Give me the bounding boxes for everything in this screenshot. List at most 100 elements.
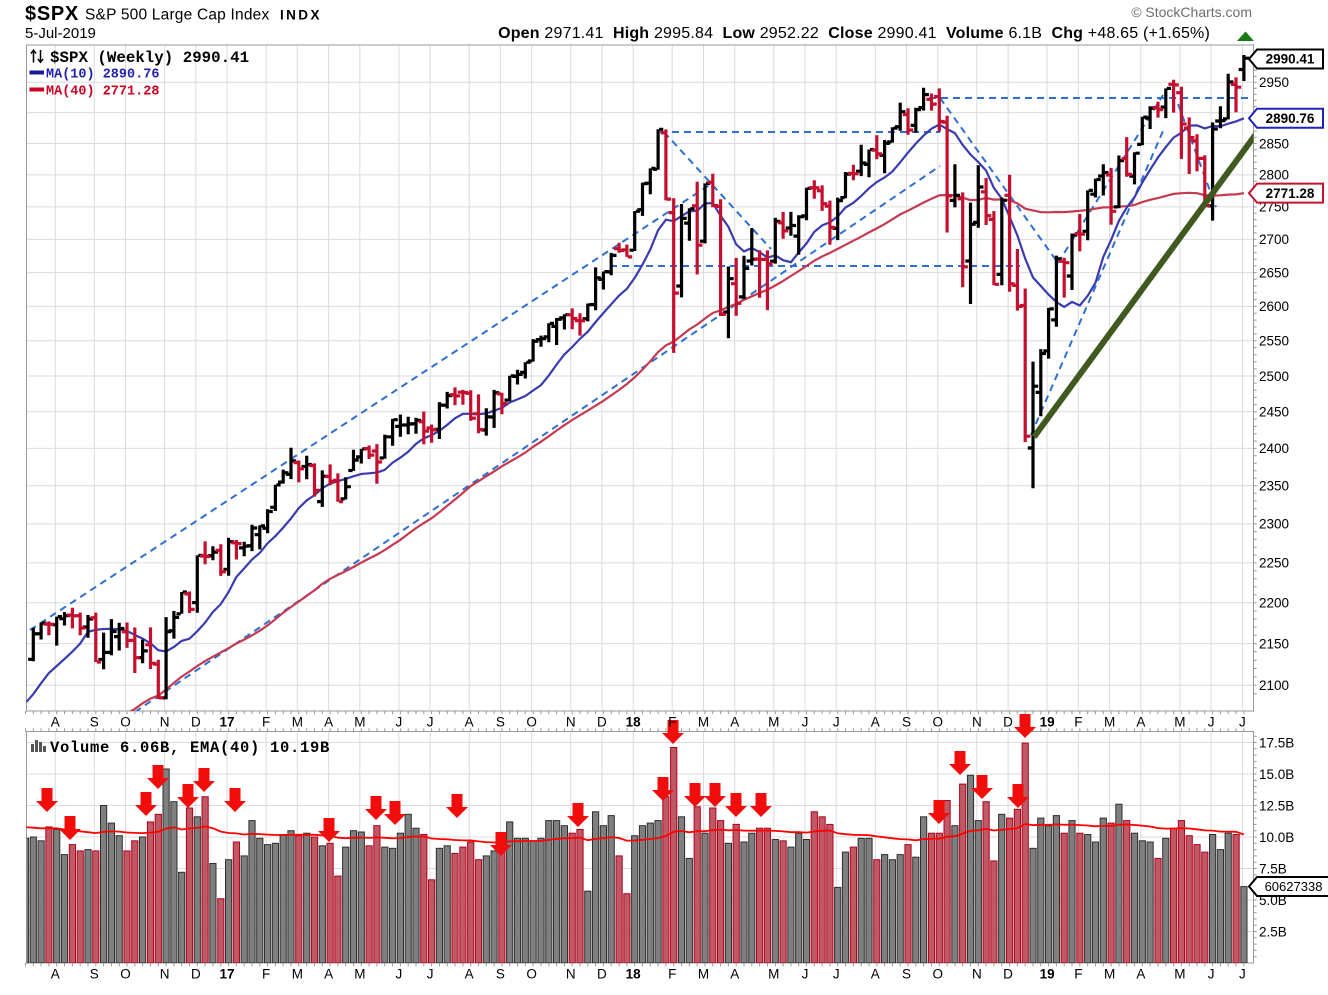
svg-text:A: A: [51, 967, 60, 982]
svg-text:2100: 2100: [1259, 678, 1289, 693]
svg-text:2800: 2800: [1259, 168, 1289, 183]
svg-text:$SPX (Weekly) 2990.41: $SPX (Weekly) 2990.41: [50, 49, 249, 67]
svg-text:A: A: [51, 715, 60, 730]
svg-text:17: 17: [220, 715, 235, 730]
svg-text:M: M: [698, 967, 709, 982]
svg-text:N: N: [566, 715, 576, 730]
svg-text:2200: 2200: [1259, 596, 1289, 611]
svg-text:O: O: [120, 967, 131, 982]
svg-text:D: D: [597, 967, 607, 982]
svg-text:J: J: [833, 715, 840, 730]
svg-text:2150: 2150: [1259, 636, 1289, 651]
svg-text:M: M: [1174, 967, 1185, 982]
svg-text:17: 17: [220, 967, 235, 982]
svg-text:Volume 6.06B, EMA(40) 10.19B: Volume 6.06B, EMA(40) 10.19B: [50, 739, 330, 757]
svg-text:J: J: [802, 715, 809, 730]
svg-text:2950: 2950: [1259, 75, 1289, 90]
svg-text:J: J: [1208, 967, 1215, 982]
svg-text:S: S: [496, 715, 505, 730]
svg-text:N: N: [160, 715, 170, 730]
svg-text:19: 19: [1040, 967, 1055, 982]
svg-text:2600: 2600: [1259, 299, 1289, 314]
svg-text:2700: 2700: [1259, 232, 1289, 247]
svg-text:F: F: [668, 967, 676, 982]
svg-text:M: M: [768, 715, 779, 730]
svg-text:J: J: [1208, 715, 1215, 730]
svg-text:S: S: [902, 967, 911, 982]
svg-text:D: D: [597, 715, 607, 730]
svg-text:S: S: [496, 967, 505, 982]
svg-text:J: J: [427, 715, 434, 730]
svg-text:2771.28: 2771.28: [1266, 186, 1315, 201]
svg-text:J: J: [396, 715, 403, 730]
svg-text:J: J: [833, 967, 840, 982]
svg-text:A: A: [730, 715, 739, 730]
svg-text:M: M: [1104, 715, 1115, 730]
svg-text:A: A: [871, 967, 880, 982]
svg-text:$SPX: $SPX: [25, 3, 79, 25]
svg-text:2500: 2500: [1259, 369, 1289, 384]
svg-text:2400: 2400: [1259, 441, 1289, 456]
svg-text:J: J: [802, 967, 809, 982]
svg-text:M: M: [292, 715, 303, 730]
svg-text:5-Jul-2019: 5-Jul-2019: [25, 25, 96, 42]
svg-text:17.5B: 17.5B: [1259, 735, 1294, 750]
svg-text:2250: 2250: [1259, 556, 1289, 571]
svg-text:A: A: [465, 967, 474, 982]
svg-text:M: M: [768, 967, 779, 982]
svg-text:2650: 2650: [1259, 265, 1289, 280]
svg-text:M: M: [1104, 967, 1115, 982]
svg-text:2850: 2850: [1259, 136, 1289, 151]
svg-text:© StockCharts.com: © StockCharts.com: [1131, 4, 1252, 20]
svg-text:M: M: [698, 715, 709, 730]
svg-text:2450: 2450: [1259, 405, 1289, 420]
svg-text:J: J: [1239, 715, 1246, 730]
svg-text:M: M: [354, 967, 365, 982]
svg-text:N: N: [160, 967, 170, 982]
svg-text:A: A: [465, 715, 474, 730]
svg-text:2.5B: 2.5B: [1259, 924, 1287, 939]
svg-text:A: A: [871, 715, 880, 730]
svg-text:D: D: [1003, 967, 1013, 982]
svg-text:F: F: [668, 715, 676, 730]
svg-text:N: N: [972, 967, 982, 982]
svg-text:19: 19: [1040, 715, 1055, 730]
svg-text:2300: 2300: [1259, 517, 1289, 532]
svg-text:O: O: [526, 715, 537, 730]
svg-text:S: S: [902, 715, 911, 730]
svg-text:MA(40) 2771.28: MA(40) 2771.28: [46, 85, 159, 100]
svg-text:2350: 2350: [1259, 479, 1289, 494]
svg-text:S: S: [90, 967, 99, 982]
svg-text:A: A: [324, 967, 333, 982]
svg-text:M: M: [292, 967, 303, 982]
svg-text:F: F: [1074, 715, 1082, 730]
svg-text:18: 18: [626, 967, 642, 982]
svg-text:Open 2971.41 High 2995.84 Lo: Open 2971.41 High 2995.84 Low 2952.22 Cl…: [498, 25, 1210, 42]
svg-text:O: O: [120, 715, 131, 730]
svg-text:M: M: [1174, 715, 1185, 730]
svg-text:N: N: [972, 715, 982, 730]
svg-text:D: D: [191, 967, 201, 982]
svg-text:2550: 2550: [1259, 334, 1289, 349]
svg-text:12.5B: 12.5B: [1259, 798, 1294, 813]
svg-text:S&P 500 Large Cap Index: S&P 500 Large Cap Index: [85, 7, 269, 24]
svg-text:D: D: [1003, 715, 1013, 730]
svg-text:MA(10) 2890.76: MA(10) 2890.76: [46, 68, 159, 83]
svg-text:J: J: [427, 967, 434, 982]
svg-text:10.0B: 10.0B: [1259, 830, 1294, 845]
svg-text:60627338: 60627338: [1265, 879, 1323, 894]
svg-text:F: F: [1074, 967, 1082, 982]
svg-text:D: D: [191, 715, 201, 730]
svg-text:M: M: [354, 715, 365, 730]
svg-text:2890.76: 2890.76: [1266, 111, 1315, 126]
svg-text:A: A: [1136, 967, 1145, 982]
svg-text:O: O: [933, 967, 944, 982]
svg-text:O: O: [933, 715, 944, 730]
svg-text:S: S: [90, 715, 99, 730]
svg-text:7.5B: 7.5B: [1259, 861, 1287, 876]
svg-text:18: 18: [626, 715, 642, 730]
svg-text:A: A: [1136, 715, 1145, 730]
svg-text:J: J: [1239, 967, 1246, 982]
svg-text:INDX: INDX: [280, 8, 322, 23]
svg-text:15.0B: 15.0B: [1259, 767, 1294, 782]
